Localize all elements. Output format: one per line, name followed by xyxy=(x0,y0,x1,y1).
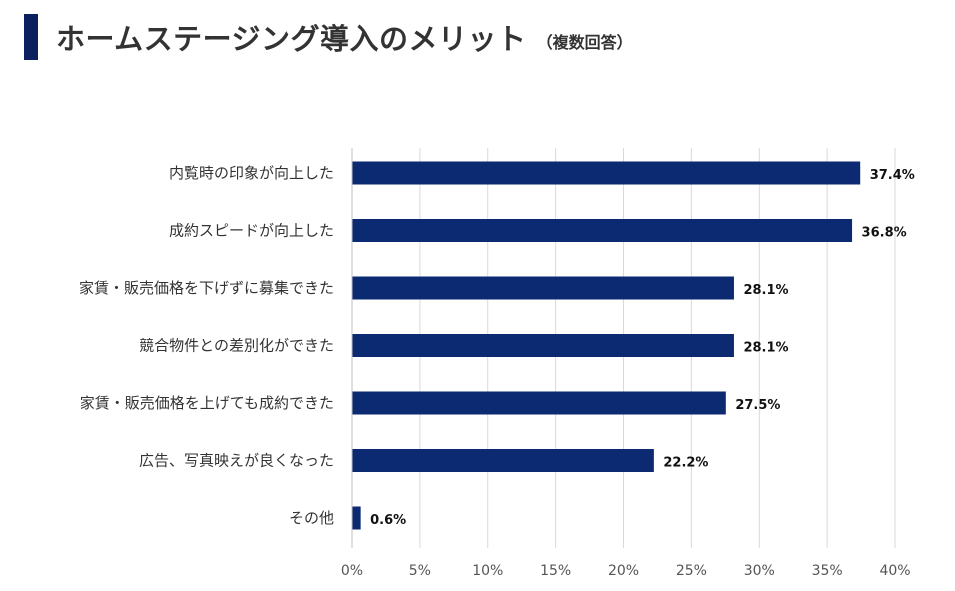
category-label: 家賃・販売価格を下げずに募集できた xyxy=(79,279,334,297)
x-tick-label: 10% xyxy=(472,563,503,579)
data-label: 37.4% xyxy=(870,168,915,183)
bar xyxy=(352,276,734,300)
data-label: 27.5% xyxy=(735,398,780,413)
data-label: 0.6% xyxy=(370,513,406,528)
category-label: 内覧時の印象が向上した xyxy=(169,164,334,182)
bar xyxy=(352,161,861,185)
category-label: 成約スピードが向上した xyxy=(169,222,334,240)
x-tick-label: 25% xyxy=(676,563,707,579)
x-tick-label: 35% xyxy=(812,563,843,579)
x-tick-label: 0% xyxy=(341,563,363,579)
category-label: 広告、写真映えが良くなった xyxy=(139,452,334,470)
bar xyxy=(352,449,654,472)
x-tick-label: 15% xyxy=(540,563,571,579)
chart-header: ホームステージング導入のメリット （複数回答） xyxy=(24,14,633,60)
x-tick-label: 30% xyxy=(744,563,775,579)
page-title: ホームステージング導入のメリット xyxy=(56,22,527,56)
bar xyxy=(352,219,853,242)
bar xyxy=(352,391,726,415)
data-label: 28.1% xyxy=(743,283,788,298)
bar xyxy=(352,334,734,357)
category-label: 家賃・販売価格を上げても成約できた xyxy=(80,394,334,412)
data-label: 36.8% xyxy=(862,226,907,241)
x-tick-label: 5% xyxy=(409,563,431,579)
category-label: その他 xyxy=(289,509,334,527)
x-tick-label: 20% xyxy=(608,563,639,579)
data-label: 22.2% xyxy=(663,456,708,471)
x-tick-label: 40% xyxy=(879,563,910,579)
bar xyxy=(352,506,361,530)
page-subtitle: （複数回答） xyxy=(536,33,633,52)
title-accent-bar xyxy=(24,14,38,60)
category-label: 競合物件との差別化ができた xyxy=(139,337,334,355)
data-label: 28.1% xyxy=(743,341,788,356)
